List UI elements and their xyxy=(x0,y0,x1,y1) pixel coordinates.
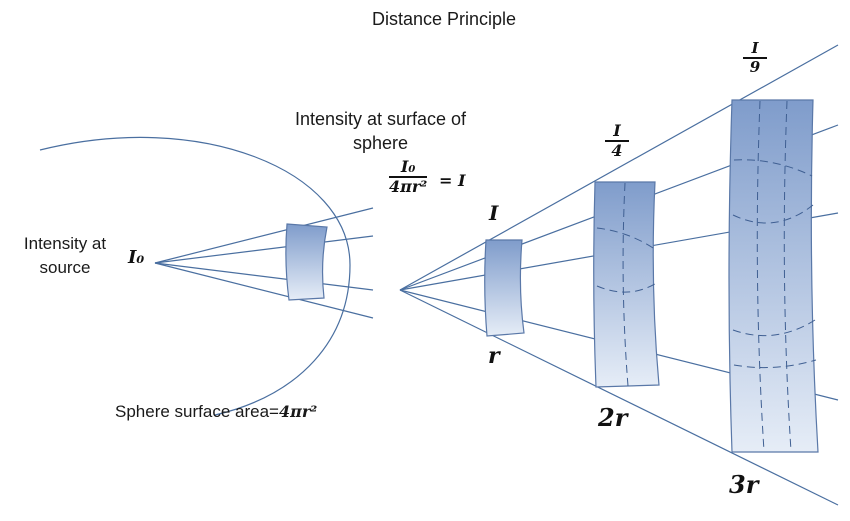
distance-2r: 2r xyxy=(598,403,628,432)
surface-panel-small xyxy=(285,223,328,301)
intensity-at-r: I xyxy=(489,201,499,225)
formula-denominator: 4πr² xyxy=(389,176,428,196)
intensity-surface-label: Intensity at surface of sphere xyxy=(294,109,467,153)
surface-panel-3r xyxy=(728,99,819,453)
intensity-3r-denominator: 9 xyxy=(749,57,761,76)
distance-r: r xyxy=(488,343,500,369)
intensity-2r-denominator: 4 xyxy=(611,140,623,160)
formula-numerator: I₀ xyxy=(389,158,428,178)
sphere-area-text: Sphere surface area= xyxy=(115,402,279,421)
intensity-3r-numerator: I xyxy=(743,40,767,59)
surface-panel-2r xyxy=(593,181,660,388)
sphere-arc xyxy=(39,136,351,416)
intensity-source-label: Intensity at source xyxy=(23,234,107,277)
diagram-title: Distance Principle xyxy=(372,9,517,29)
intensity-2r-numerator: I xyxy=(605,122,629,142)
intensity-at-3r: I 9 xyxy=(743,40,767,76)
sphere-area-label: Sphere surface area=4πr² xyxy=(115,402,317,422)
distance-3r: 3r xyxy=(729,470,759,499)
source-intensity-symbol: I₀ xyxy=(128,247,145,268)
source-rays xyxy=(154,207,374,319)
surface-panel-r xyxy=(484,239,525,337)
intensity-at-2r: I 4 xyxy=(605,122,629,160)
sphere-area-formula: 4πr² xyxy=(278,402,318,421)
surface-intensity-formula: I₀ 4πr² xyxy=(389,158,428,196)
formula-result: = I xyxy=(439,171,466,190)
